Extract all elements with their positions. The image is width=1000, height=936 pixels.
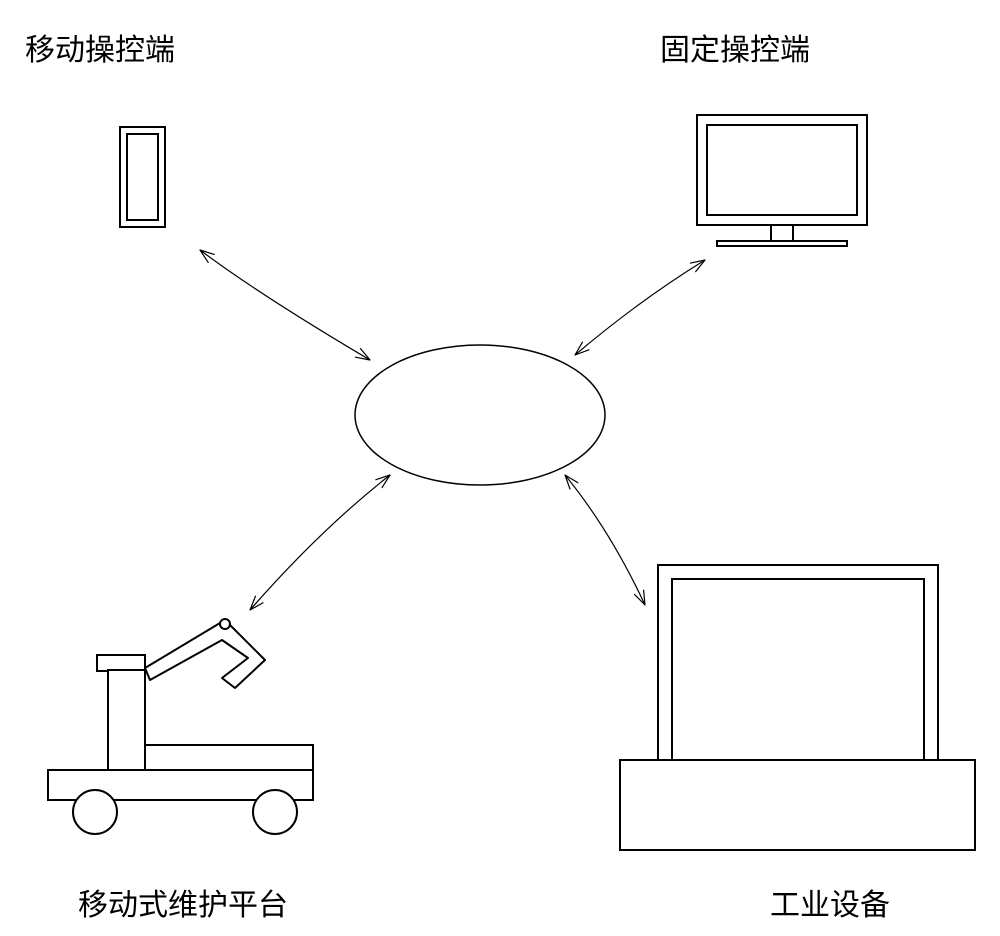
diagram-canvas (0, 0, 1000, 936)
